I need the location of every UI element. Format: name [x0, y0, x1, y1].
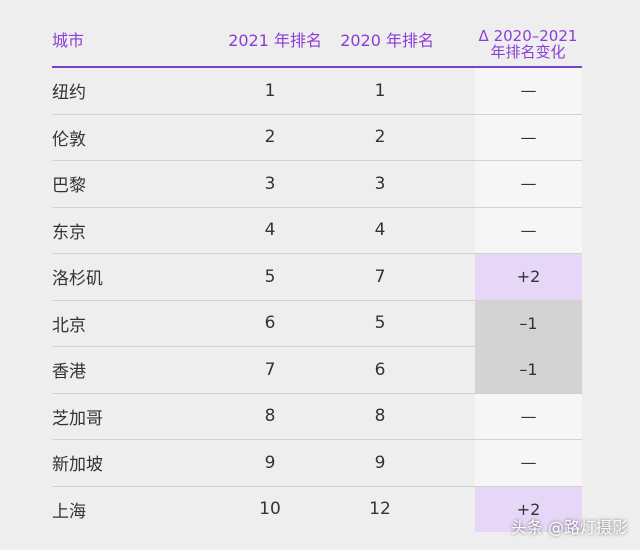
table-row: 伦敦 2 2 — — [52, 114, 582, 161]
rank-2020-cell: 4 — [374, 220, 386, 241]
rank-2020-cell: 9 — [374, 452, 386, 473]
header-city: 城市 — [52, 31, 85, 50]
table-row: 新加坡 9 9 — — [52, 440, 582, 487]
city-cell: 芝加哥 — [52, 408, 103, 429]
rank-2021-cell: 9 — [264, 452, 276, 473]
table-row: 上海 10 12 +2 — [52, 486, 582, 532]
city-cell: 新加坡 — [52, 455, 103, 476]
table-header: 城市 2021 年排名 2020 年排名 Δ 2020–2021 年排名变化 — [52, 18, 582, 68]
rank-change-cell: — — [475, 68, 582, 114]
table-row: 东京 4 4 — — [52, 207, 582, 254]
rank-2020-cell: 8 — [374, 406, 386, 427]
ranking-table: 城市 2021 年排名 2020 年排名 Δ 2020–2021 年排名变化 纽… — [52, 18, 582, 532]
rank-2020-cell: 7 — [374, 266, 386, 287]
rank-2021-cell: 10 — [259, 499, 281, 520]
table-row: 巴黎 3 3 — — [52, 161, 582, 208]
rank-change-cell: –1 — [475, 347, 582, 393]
rank-2020-cell: 2 — [374, 127, 386, 148]
table-body: 纽约 1 1— 伦敦 2 2— 巴黎 3 3— 东京 4 4— 洛杉矶 5 7 +2 北京 6 5 –1 香港 7 6 –1 芝… — [52, 68, 582, 532]
rank-2020-cell: 1 — [374, 80, 386, 101]
rank-2021-cell: 3 — [264, 173, 276, 194]
rank-change-cell: — — [475, 393, 582, 439]
watermark: 头条 @路灯摄影 — [510, 518, 628, 537]
rank-2021-cell: 7 — [264, 359, 276, 380]
city-cell: 巴黎 — [52, 176, 86, 197]
rank-2021-cell: 5 — [264, 266, 276, 287]
rank-2021-cell: 2 — [264, 127, 276, 148]
city-cell: 香港 — [52, 362, 86, 383]
header-change-line1: Δ 2020–2021 — [478, 27, 578, 45]
rank-change-cell: — — [475, 207, 582, 253]
header-rank-change: Δ 2020–2021 年排名变化 — [476, 28, 580, 60]
table-row: 洛杉矶 5 7 +2 — [52, 254, 582, 301]
city-cell: 伦敦 — [52, 129, 86, 150]
header-rank-2021: 2021 年排名 — [228, 31, 322, 50]
rank-2021-cell: 1 — [264, 80, 276, 101]
rank-2021-cell: 4 — [264, 220, 276, 241]
header-rank-2020: 2020 年排名 — [340, 31, 434, 50]
rank-2021-cell: 8 — [264, 406, 276, 427]
table-row: 纽约 1 1 — — [52, 68, 582, 115]
rank-change-cell: — — [475, 114, 582, 160]
rank-change-cell: –1 — [475, 300, 582, 346]
table-row: 香港 7 6 –1 — [52, 347, 582, 394]
rank-change-cell: — — [475, 440, 582, 486]
rank-2020-cell: 5 — [374, 313, 386, 334]
rank-change-cell: +2 — [475, 254, 582, 300]
city-cell: 东京 — [52, 222, 86, 243]
rank-2020-cell: 12 — [369, 499, 391, 520]
header-change-line2: 年排名变化 — [490, 43, 566, 61]
city-cell: 纽约 — [52, 83, 86, 104]
rank-2020-cell: 3 — [374, 173, 386, 194]
city-cell: 上海 — [52, 501, 86, 522]
rank-change-cell: — — [475, 161, 582, 207]
city-cell: 北京 — [52, 315, 86, 336]
table-row: 芝加哥 8 8 — — [52, 393, 582, 440]
rank-2020-cell: 6 — [374, 359, 386, 380]
rank-change-cell: +2 — [475, 486, 582, 532]
table-row: 北京 6 5 –1 — [52, 300, 582, 347]
rank-2021-cell: 6 — [264, 313, 276, 334]
city-cell: 洛杉矶 — [52, 269, 103, 290]
